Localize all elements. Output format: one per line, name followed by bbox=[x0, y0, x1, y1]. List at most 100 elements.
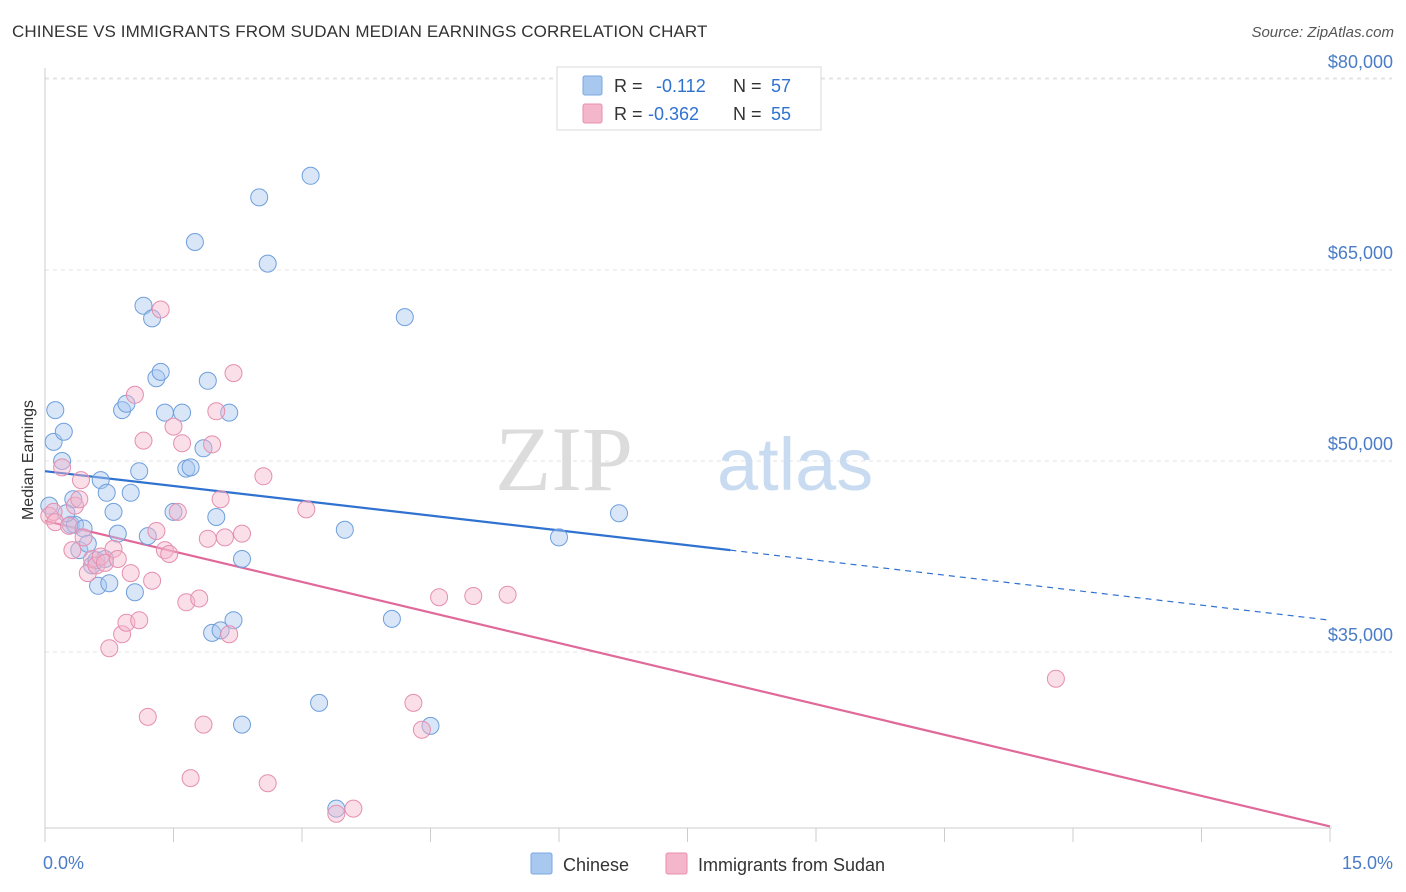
point-chinese bbox=[250, 188, 269, 207]
point-sudan bbox=[224, 364, 243, 383]
point-chinese bbox=[138, 527, 157, 546]
point-chinese bbox=[310, 693, 329, 712]
axes bbox=[44, 68, 1332, 842]
y-axis-label: Median Earnings bbox=[20, 400, 37, 520]
point-sudan bbox=[164, 417, 183, 436]
legend-bottom-label-sudan: Immigrants from Sudan bbox=[698, 855, 885, 875]
point-sudan bbox=[130, 611, 149, 630]
point-chinese bbox=[97, 483, 116, 502]
point-sudan bbox=[173, 434, 192, 453]
watermark-zip: ZIP bbox=[495, 408, 633, 510]
point-chinese bbox=[233, 550, 251, 568]
point-sudan bbox=[203, 435, 222, 454]
point-sudan bbox=[215, 528, 234, 547]
y-tick-label: $65,000 bbox=[1328, 243, 1393, 263]
legend-swatch-sudan bbox=[582, 103, 603, 124]
point-sudan bbox=[344, 799, 363, 818]
point-sudan bbox=[74, 528, 93, 547]
legend-n-label: N = bbox=[733, 104, 762, 124]
point-chinese bbox=[207, 508, 226, 526]
legend-n-value: 55 bbox=[771, 104, 791, 124]
point-sudan bbox=[121, 564, 140, 583]
point-sudan bbox=[72, 471, 90, 490]
point-sudan bbox=[143, 571, 162, 590]
point-chinese bbox=[181, 458, 200, 477]
legend-n-value: 57 bbox=[771, 76, 791, 96]
point-sudan bbox=[297, 500, 316, 519]
point-chinese bbox=[233, 715, 251, 734]
point-chinese bbox=[395, 308, 414, 327]
point-sudan bbox=[108, 550, 127, 568]
point-chinese bbox=[151, 362, 170, 381]
point-chinese bbox=[173, 403, 192, 422]
point-chinese bbox=[130, 462, 149, 481]
chart-title: CHINESE VS IMMIGRANTS FROM SUDAN MEDIAN … bbox=[12, 22, 708, 41]
point-chinese bbox=[301, 166, 320, 185]
point-sudan bbox=[207, 402, 226, 421]
point-sudan bbox=[147, 522, 166, 540]
point-chinese bbox=[53, 452, 72, 470]
point-sudan bbox=[194, 715, 213, 734]
point-sudan bbox=[53, 458, 72, 477]
point-chinese bbox=[108, 524, 127, 543]
point-sudan bbox=[138, 707, 157, 726]
legend-r-value: -0.362 bbox=[648, 104, 699, 124]
point-chinese bbox=[224, 611, 243, 630]
legend-n-label: N = bbox=[733, 76, 762, 96]
point-sudan bbox=[46, 513, 65, 532]
point-chinese bbox=[104, 502, 123, 521]
legend-bottom-swatch-sudan bbox=[665, 852, 688, 875]
x-tick-label: 15.0% bbox=[1342, 853, 1393, 873]
legend-r-label: R = bbox=[614, 104, 643, 124]
point-sudan bbox=[258, 774, 277, 793]
point-sudan bbox=[254, 467, 273, 486]
point-sudan bbox=[190, 589, 209, 608]
point-sudan bbox=[70, 490, 89, 509]
point-sudan bbox=[100, 639, 119, 658]
point-chinese bbox=[134, 296, 153, 315]
point-chinese bbox=[258, 254, 277, 273]
x-tick-label: 0.0% bbox=[43, 853, 84, 873]
watermark-atlas: atlas bbox=[717, 423, 873, 506]
point-chinese bbox=[100, 574, 119, 593]
point-sudan bbox=[160, 545, 179, 563]
legend-r-label: R = bbox=[614, 76, 643, 96]
point-sudan bbox=[181, 769, 200, 788]
point-sudan bbox=[412, 720, 431, 739]
legend-bottom-label-chinese: Chinese bbox=[563, 855, 629, 875]
trend-line-sudan bbox=[44, 519, 1331, 828]
legend-bottom-swatch-chinese bbox=[530, 852, 553, 875]
trend-line-chinese bbox=[44, 470, 731, 552]
point-sudan bbox=[233, 524, 251, 543]
point-sudan bbox=[430, 588, 449, 607]
point-chinese bbox=[335, 520, 354, 539]
point-chinese bbox=[382, 609, 401, 628]
point-chinese bbox=[550, 528, 568, 547]
point-sudan bbox=[134, 431, 153, 450]
y-tick-label: $35,000 bbox=[1328, 625, 1393, 645]
legend-bottom: Chinese Immigrants from Sudan bbox=[530, 852, 885, 875]
point-sudan bbox=[113, 625, 132, 644]
point-chinese bbox=[185, 233, 204, 251]
point-chinese bbox=[194, 439, 213, 458]
point-sudan bbox=[63, 541, 82, 560]
point-sudan bbox=[464, 587, 483, 605]
point-sudan bbox=[327, 804, 346, 823]
point-chinese bbox=[211, 621, 230, 640]
point-sudan bbox=[1046, 669, 1065, 688]
legend-top: R = -0.112 N = 57 R = -0.362 N = 55 bbox=[556, 66, 822, 131]
data-points bbox=[40, 166, 1065, 823]
point-chinese bbox=[121, 483, 140, 502]
point-chinese bbox=[54, 422, 73, 441]
point-chinese bbox=[164, 502, 183, 521]
point-sudan bbox=[60, 516, 78, 535]
point-sudan bbox=[211, 490, 230, 509]
y-tick-label: $50,000 bbox=[1328, 434, 1393, 454]
point-chinese bbox=[220, 403, 239, 422]
point-chinese bbox=[125, 583, 144, 602]
point-sudan bbox=[151, 300, 170, 319]
point-chinese bbox=[46, 401, 65, 420]
point-sudan bbox=[104, 539, 123, 558]
point-sudan bbox=[168, 502, 187, 521]
